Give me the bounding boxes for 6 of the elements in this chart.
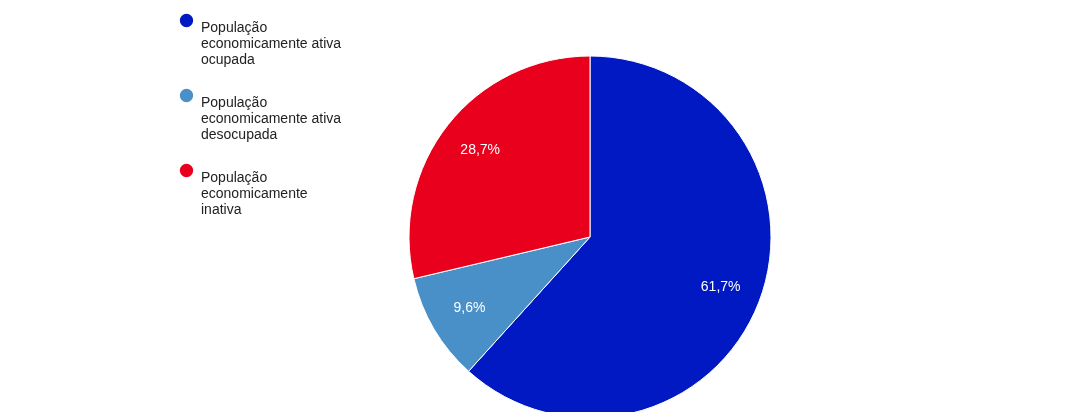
legend-label: População economicamente ativa desocupada [201,93,342,142]
legend-label: População economicamente ativa ocupada [201,18,342,67]
data-label: 9,6% [453,299,486,316]
legend-label: População economicamente inativa [201,168,308,217]
data-label: 61,7% [700,278,741,295]
data-label: 28,7% [460,141,501,158]
